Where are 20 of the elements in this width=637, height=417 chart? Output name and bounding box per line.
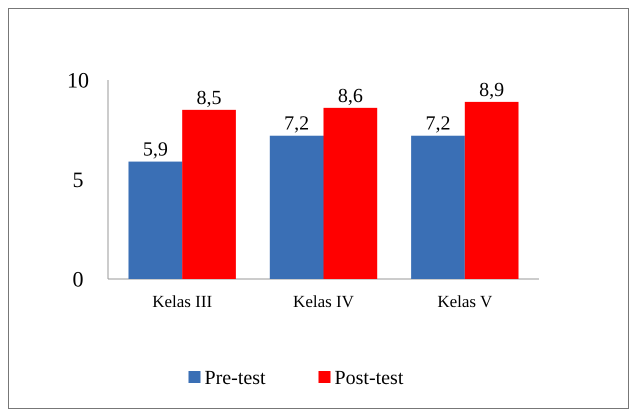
data-label: 8,9 xyxy=(479,78,504,101)
bar xyxy=(411,136,465,279)
bar xyxy=(464,102,519,279)
x-tick-label: Kelas V xyxy=(437,292,493,311)
y-tick-label: 0 xyxy=(72,266,84,292)
y-tick-label: 10 xyxy=(67,68,89,93)
x-tick-label: Kelas III xyxy=(152,292,212,311)
bar xyxy=(128,162,182,279)
bar xyxy=(270,136,324,279)
legend-label: Pre-test xyxy=(204,367,266,389)
data-label: 7,2 xyxy=(284,112,310,135)
data-label: 8,5 xyxy=(196,86,222,109)
bar xyxy=(182,110,236,279)
data-label: 8,6 xyxy=(338,84,363,107)
legend-label: Post-test xyxy=(334,367,404,389)
data-label: 7,2 xyxy=(425,112,450,135)
y-tick-label: 5 xyxy=(72,167,84,192)
bar xyxy=(324,108,378,279)
x-tick-label: Kelas IV xyxy=(293,292,355,311)
data-label: 5,9 xyxy=(142,138,168,161)
